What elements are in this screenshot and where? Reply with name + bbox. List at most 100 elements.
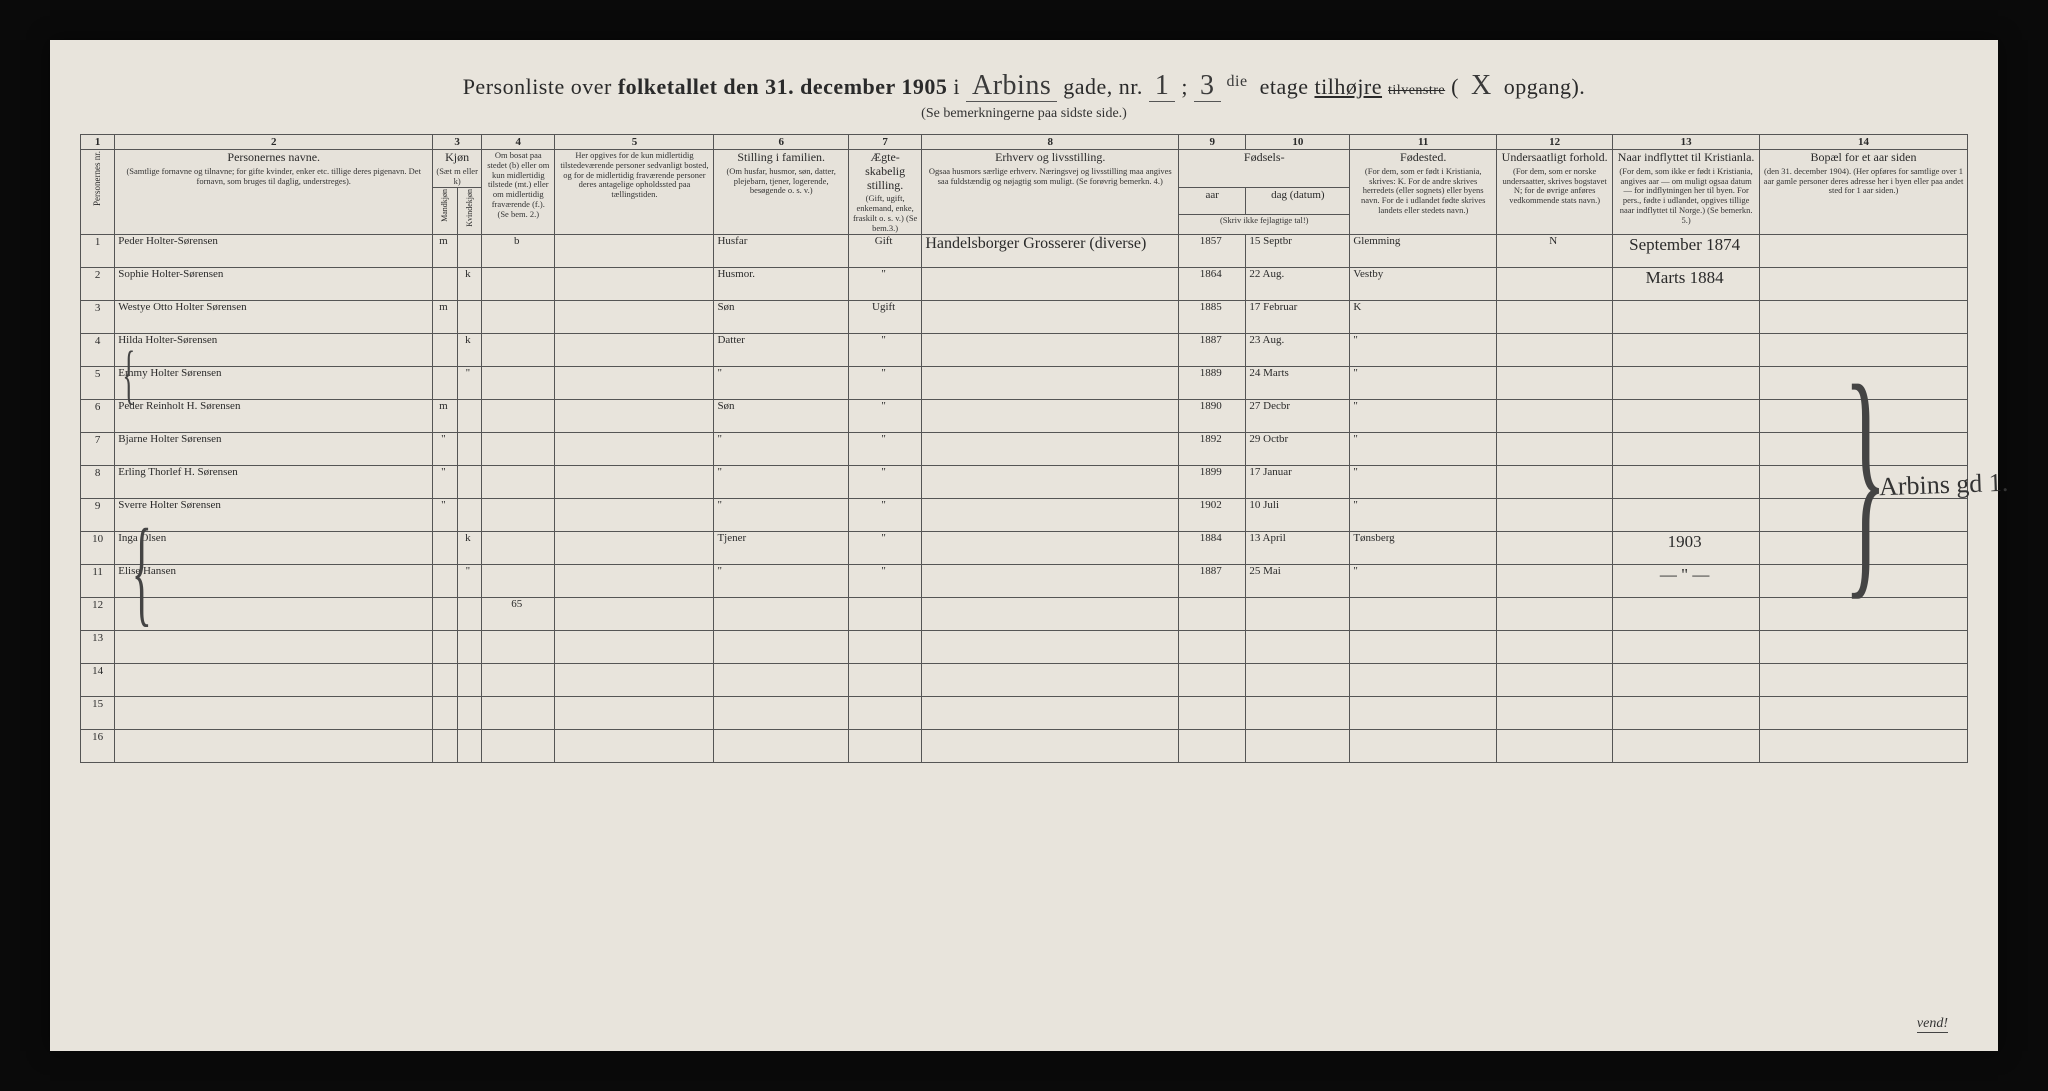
row-number: 7 bbox=[81, 433, 115, 466]
cell-aar: 1887 bbox=[1179, 565, 1246, 598]
cell-aegte: " bbox=[848, 433, 921, 466]
cell-c5 bbox=[555, 433, 714, 466]
cell-indfl: 1903 bbox=[1613, 532, 1760, 565]
cell-under bbox=[1497, 598, 1613, 631]
cell-sex-k bbox=[457, 466, 481, 499]
cell-indfl: — " — bbox=[1613, 565, 1760, 598]
cell-res bbox=[482, 631, 555, 664]
hdr-9: aar bbox=[1179, 188, 1246, 215]
coln-1: 1 bbox=[81, 135, 115, 150]
cell-erhverv bbox=[922, 532, 1179, 565]
coln-8: 8 bbox=[922, 135, 1179, 150]
cell-under bbox=[1497, 466, 1613, 499]
cell-res bbox=[482, 664, 555, 697]
cell-under bbox=[1497, 301, 1613, 334]
cell-erhverv bbox=[922, 598, 1179, 631]
cell-fodested: " bbox=[1350, 334, 1497, 367]
cell-stilling: Husmor. bbox=[714, 268, 849, 301]
table-row: 8Erling Thorlef H. Sørensen"""189917 Jan… bbox=[81, 466, 1968, 499]
cell-res bbox=[482, 433, 555, 466]
cell-fodested bbox=[1350, 631, 1497, 664]
form-subtitle: (Se bemerkningerne paa sidste side.) bbox=[80, 106, 1968, 134]
cell-erhverv bbox=[922, 730, 1179, 763]
cell-stilling bbox=[714, 697, 849, 730]
cell-aegte bbox=[848, 664, 921, 697]
coln-10: 10 bbox=[1246, 135, 1350, 150]
cell-res bbox=[482, 730, 555, 763]
opgang-letter: X bbox=[1465, 70, 1498, 101]
cell-aar bbox=[1179, 631, 1246, 664]
cell-sex-k: k bbox=[457, 268, 481, 301]
cell-sex-k bbox=[457, 598, 481, 631]
cell-dag: 15 Septbr bbox=[1246, 235, 1350, 268]
cell-aar: 1892 bbox=[1179, 433, 1246, 466]
census-table: 1 2 3 4 5 6 7 8 9 10 11 12 13 14 Persone… bbox=[80, 134, 1968, 763]
brace-label: Arbins gd 1. bbox=[1878, 468, 2008, 502]
cell-c5 bbox=[555, 730, 714, 763]
cell-name bbox=[115, 730, 433, 763]
tilvenstre: tilvenstre bbox=[1388, 83, 1445, 98]
cell-erhverv bbox=[922, 631, 1179, 664]
cell-dag: 13 April bbox=[1246, 532, 1350, 565]
coln-2: 2 bbox=[115, 135, 433, 150]
cell-stilling bbox=[714, 631, 849, 664]
cell-bopael bbox=[1760, 301, 1968, 334]
cell-sex-m bbox=[433, 367, 457, 400]
cell-indfl bbox=[1613, 433, 1760, 466]
cell-c5 bbox=[555, 499, 714, 532]
cell-name: Peder Holter-Sørensen bbox=[115, 235, 433, 268]
cell-res bbox=[482, 532, 555, 565]
cell-stilling: Tjener bbox=[714, 532, 849, 565]
cell-erhverv bbox=[922, 499, 1179, 532]
hdr-910sub: (Skriv ikke fejlagtige tal!) bbox=[1179, 215, 1350, 235]
vend-label: vend! bbox=[1917, 1016, 1948, 1033]
cell-aegte: " bbox=[848, 367, 921, 400]
cell-sex-m bbox=[433, 268, 457, 301]
cell-c5 bbox=[555, 367, 714, 400]
coln-11: 11 bbox=[1350, 135, 1497, 150]
cell-sex-m: " bbox=[433, 499, 457, 532]
cell-sex-m bbox=[433, 334, 457, 367]
cell-c5 bbox=[555, 268, 714, 301]
cell-res bbox=[482, 301, 555, 334]
cell-aar: 1899 bbox=[1179, 466, 1246, 499]
cell-fodested: K bbox=[1350, 301, 1497, 334]
cell-stilling: " bbox=[714, 367, 849, 400]
title-in: i bbox=[953, 74, 966, 99]
cell-dag: 24 Marts bbox=[1246, 367, 1350, 400]
cell-sex-m: " bbox=[433, 433, 457, 466]
cell-sex-k bbox=[457, 433, 481, 466]
table-row: 14 bbox=[81, 664, 1968, 697]
coln-13: 13 bbox=[1613, 135, 1760, 150]
cell-dag bbox=[1246, 697, 1350, 730]
cell-name: Inga Olsen bbox=[115, 532, 433, 565]
cell-fodested: " bbox=[1350, 400, 1497, 433]
cell-under bbox=[1497, 367, 1613, 400]
cell-res bbox=[482, 334, 555, 367]
cell-aar bbox=[1179, 598, 1246, 631]
cell-fodested: Tønsberg bbox=[1350, 532, 1497, 565]
table-row: 9Sverre Holter Sørensen"""190210 Juli" bbox=[81, 499, 1968, 532]
cell-name: Emmy Holter Sørensen bbox=[115, 367, 433, 400]
hdr-6: Stilling i familien.(Om husfar, husmor, … bbox=[714, 150, 849, 235]
row-number: ×5 bbox=[81, 367, 115, 400]
cell-aar: 1857 bbox=[1179, 235, 1246, 268]
cell-dag: 22 Aug. bbox=[1246, 268, 1350, 301]
cell-stilling bbox=[714, 730, 849, 763]
cell-fodested: Vestby bbox=[1350, 268, 1497, 301]
cell-indfl bbox=[1613, 466, 1760, 499]
hdr-8: Erhverv og livsstilling.Ogsaa husmors sæ… bbox=[922, 150, 1179, 235]
cell-dag: 17 Februar bbox=[1246, 301, 1350, 334]
cell-stilling: " bbox=[714, 565, 849, 598]
cell-res: 65 bbox=[482, 598, 555, 631]
coln-3: 3 bbox=[433, 135, 482, 150]
cell-indfl bbox=[1613, 400, 1760, 433]
cell-sex-k bbox=[457, 400, 481, 433]
hdr-4: Om bosat paa stedet (b) eller om kun mid… bbox=[482, 150, 555, 235]
cell-aar: 1887 bbox=[1179, 334, 1246, 367]
cell-fodested: " bbox=[1350, 565, 1497, 598]
cell-aar: 1889 bbox=[1179, 367, 1246, 400]
coln-5: 5 bbox=[555, 135, 714, 150]
hdr-5: Her opgives for de kun midlertidig tilst… bbox=[555, 150, 714, 235]
cell-fodested: " bbox=[1350, 499, 1497, 532]
